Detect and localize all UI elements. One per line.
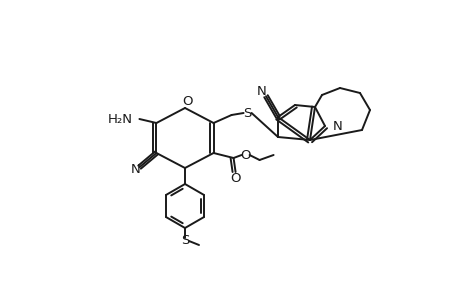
Text: S: S bbox=[243, 106, 251, 119]
Text: S: S bbox=[180, 235, 189, 248]
Text: H₂N: H₂N bbox=[107, 112, 132, 125]
Text: O: O bbox=[240, 148, 250, 161]
Text: N: N bbox=[257, 85, 266, 98]
Text: N: N bbox=[130, 163, 140, 176]
Text: O: O bbox=[182, 94, 193, 107]
Text: O: O bbox=[230, 172, 241, 184]
Text: N: N bbox=[332, 119, 342, 133]
